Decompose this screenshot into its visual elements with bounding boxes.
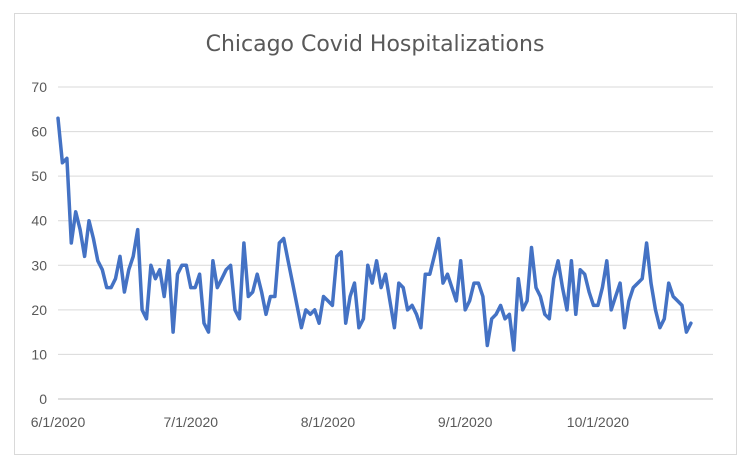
x-tick-label: 8/1/2020 — [301, 414, 356, 430]
y-tick-label: 20 — [31, 302, 47, 318]
y-tick-label: 60 — [31, 124, 47, 140]
x-tick-label: 6/1/2020 — [31, 414, 86, 430]
y-tick-label: 10 — [31, 346, 47, 362]
y-tick-label: 70 — [31, 79, 47, 95]
x-tick-label: 7/1/2020 — [164, 414, 219, 430]
y-tick-label: 50 — [31, 168, 47, 184]
y-tick-label: 40 — [31, 213, 47, 229]
series-line — [56, 116, 693, 352]
x-tick-label: 9/1/2020 — [438, 414, 493, 430]
x-tick-label: 10/1/2020 — [567, 414, 629, 430]
y-tick-label: 30 — [31, 257, 47, 273]
y-tick-label: 0 — [39, 391, 47, 407]
chart-title: Chicago Covid Hospitalizations — [205, 32, 545, 57]
